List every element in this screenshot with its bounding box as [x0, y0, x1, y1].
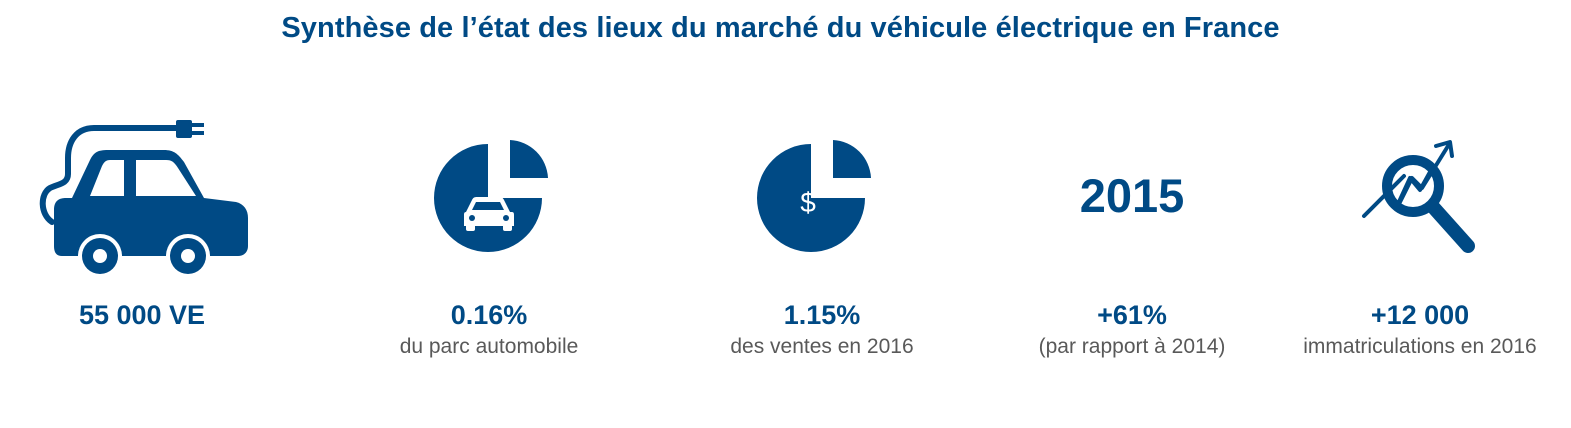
- stat-value-growth: +61%: [1097, 300, 1167, 330]
- stat-caption-growth: (par rapport à 2014): [1038, 335, 1226, 358]
- magnifier-growth-icon: [1360, 138, 1480, 258]
- stat-value-registrations: +12 000: [1370, 300, 1470, 330]
- stat-value-fleet-share: 0.16%: [450, 300, 528, 330]
- stat-value-vehicles: 55 000 VE: [78, 300, 206, 330]
- stat-caption-sales-share: des ventes en 2016: [730, 335, 914, 358]
- stat-caption-fleet-share: du parc automobile: [399, 335, 579, 358]
- year-label: 2015: [1079, 169, 1185, 222]
- pie-chart-car-icon: [432, 138, 552, 258]
- stat-caption-registrations: immatriculations en 2016: [1303, 335, 1537, 358]
- pie-chart-dollar-icon: $: [755, 138, 875, 258]
- stat-value-sales-share: 1.15%: [783, 300, 861, 330]
- electric-car-icon: [38, 118, 250, 278]
- page-title: Synthèse de l’état des lieux du marché d…: [281, 12, 1280, 44]
- svg-text:$: $: [800, 187, 816, 218]
